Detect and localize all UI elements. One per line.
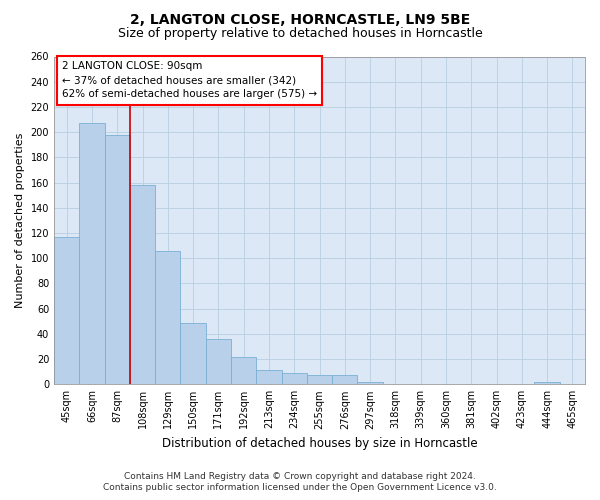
Bar <box>181 322 206 384</box>
Bar <box>206 339 231 384</box>
Bar <box>332 376 358 384</box>
Text: Size of property relative to detached houses in Horncastle: Size of property relative to detached ho… <box>118 28 482 40</box>
Bar <box>155 250 181 384</box>
Bar <box>256 370 281 384</box>
Bar <box>307 376 332 384</box>
Text: 2, LANGTON CLOSE, HORNCASTLE, LN9 5BE: 2, LANGTON CLOSE, HORNCASTLE, LN9 5BE <box>130 12 470 26</box>
Bar <box>104 134 130 384</box>
Y-axis label: Number of detached properties: Number of detached properties <box>15 132 25 308</box>
Bar <box>358 382 383 384</box>
Bar <box>281 373 307 384</box>
Bar <box>231 356 256 384</box>
Text: 2 LANGTON CLOSE: 90sqm
← 37% of detached houses are smaller (342)
62% of semi-de: 2 LANGTON CLOSE: 90sqm ← 37% of detached… <box>62 62 317 100</box>
Bar <box>535 382 560 384</box>
Bar <box>79 124 104 384</box>
Text: Contains HM Land Registry data © Crown copyright and database right 2024.
Contai: Contains HM Land Registry data © Crown c… <box>103 472 497 492</box>
Bar <box>130 185 155 384</box>
Bar <box>54 237 79 384</box>
X-axis label: Distribution of detached houses by size in Horncastle: Distribution of detached houses by size … <box>162 437 478 450</box>
